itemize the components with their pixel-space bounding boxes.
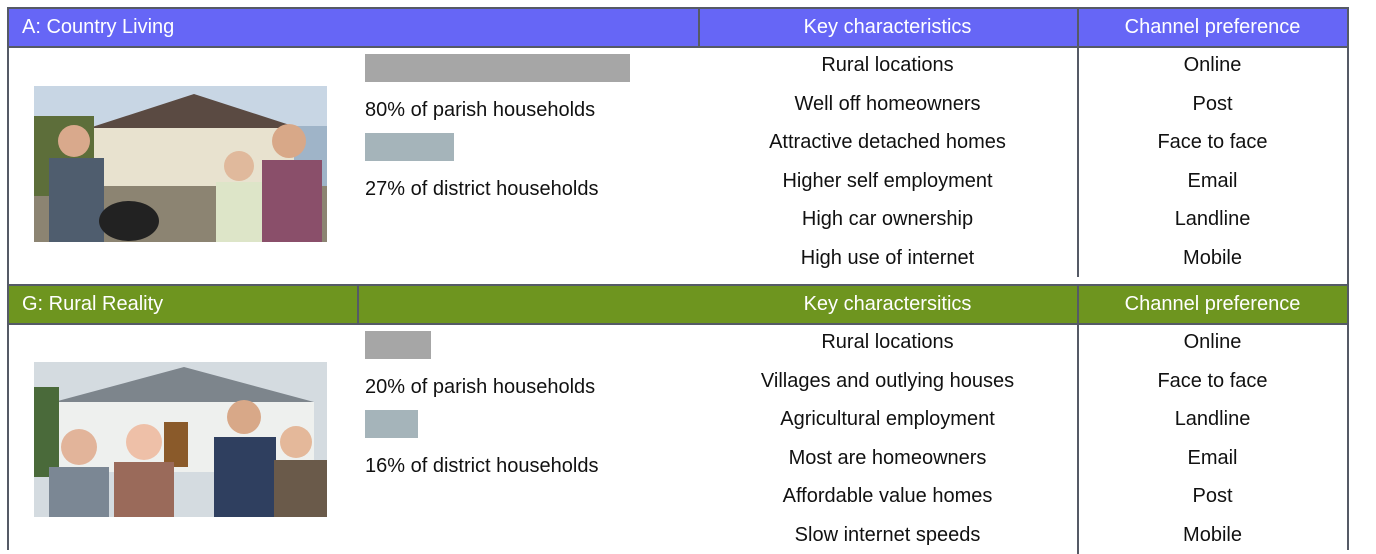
segment-title: A: Country Living (22, 8, 174, 46)
characteristic: High car ownership (698, 200, 1077, 238)
border (8, 323, 1348, 325)
channel: Online (1077, 323, 1348, 361)
channel: Mobile (1077, 239, 1348, 277)
characteristic: Most are homeowners (698, 439, 1077, 477)
border (8, 7, 1348, 9)
characteristic: Slow internet speeds (698, 516, 1077, 554)
characteristic: High use of internet (698, 239, 1077, 277)
segment-table: A: Country LivingKey characteristicsChan… (0, 0, 1376, 550)
channel: Online (1077, 46, 1348, 84)
border (8, 284, 1348, 286)
characteristic: Villages and outlying houses (698, 362, 1077, 400)
channel: Post (1077, 477, 1348, 515)
divider (357, 285, 359, 323)
district-bar (365, 133, 454, 161)
characteristic: Attractive detached homes (698, 123, 1077, 161)
parish-bar (365, 54, 630, 82)
channel: Email (1077, 439, 1348, 477)
channel-header: Channel preference (1077, 8, 1348, 46)
key-header: Key characteristics (698, 8, 1077, 46)
channel: Landline (1077, 400, 1348, 438)
border (1347, 7, 1349, 550)
divider (1077, 285, 1079, 554)
characteristic: Well off homeowners (698, 85, 1077, 123)
channel: Landline (1077, 200, 1348, 238)
channel: Face to face (1077, 362, 1348, 400)
characteristic: Rural locations (698, 46, 1077, 84)
district-label: 27% of district households (365, 170, 598, 208)
parish-bar (365, 331, 431, 359)
characteristic: Higher self employment (698, 162, 1077, 200)
photo-country-living (34, 86, 327, 242)
segment-title: G: Rural Reality (22, 285, 163, 323)
channel: Mobile (1077, 516, 1348, 554)
key-header: Key charactersitics (698, 285, 1077, 323)
characteristic: Rural locations (698, 323, 1077, 361)
channel-header: Channel preference (1077, 285, 1348, 323)
divider (1077, 8, 1079, 277)
border (8, 46, 1348, 48)
parish-label: 20% of parish households (365, 368, 595, 406)
characteristic: Affordable value homes (698, 477, 1077, 515)
channel: Face to face (1077, 123, 1348, 161)
parish-label: 80% of parish households (365, 91, 595, 129)
district-bar (365, 410, 418, 438)
channel: Post (1077, 85, 1348, 123)
border (7, 7, 9, 550)
district-label: 16% of district households (365, 447, 598, 485)
divider (698, 8, 700, 46)
photo-rural-reality (34, 362, 327, 517)
channel: Email (1077, 162, 1348, 200)
characteristic: Agricultural employment (698, 400, 1077, 438)
